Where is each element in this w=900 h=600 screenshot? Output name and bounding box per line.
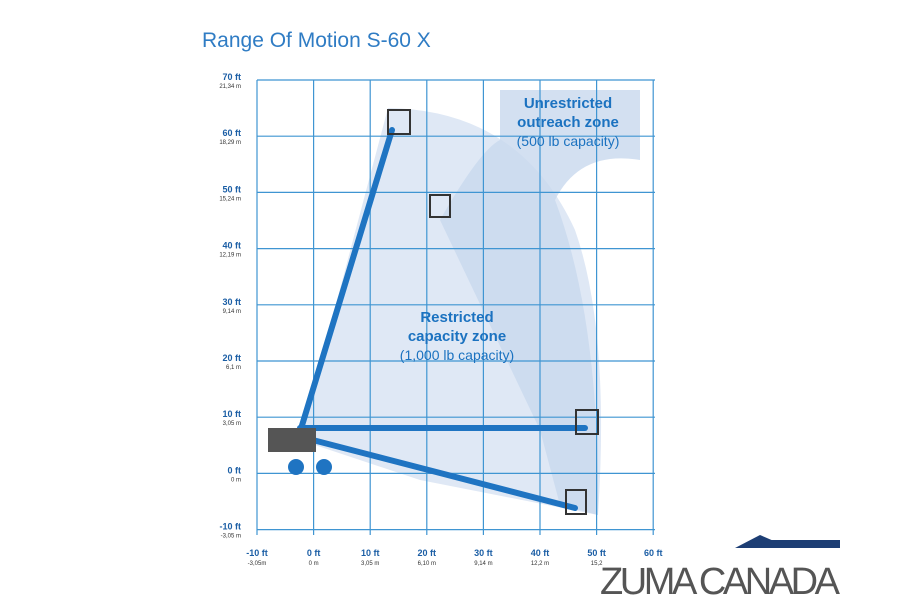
y-label: -10 ft [219, 522, 241, 532]
y-label-m: -3,05 m [221, 534, 241, 540]
x-label: 20 ft [418, 548, 437, 558]
y-label-m: 15,24 m [219, 196, 241, 202]
x-label-m: 9,14 m [474, 561, 492, 567]
y-label-m: 18,29 m [219, 140, 241, 146]
y-label: 70 ft [222, 72, 241, 82]
y-label-m: 6,1 m [226, 365, 241, 371]
x-label: 50 ft [587, 548, 606, 558]
y-label-m: 9,14 m [223, 309, 241, 315]
y-label: 60 ft [222, 128, 241, 138]
y-label-m: 21,34 m [219, 84, 241, 90]
y-label: 10 ft [222, 409, 241, 419]
zone-label: outreach zone [517, 114, 619, 131]
y-label: 40 ft [222, 241, 241, 251]
x-label-m: 6,10 m [418, 561, 436, 567]
y-label-m: 0 m [231, 477, 241, 483]
x-label: -10 ft [246, 548, 268, 558]
x-label: 10 ft [361, 548, 380, 558]
title: Range Of Motion S-60 X [202, 29, 431, 52]
zone-label: (500 lb capacity) [517, 133, 620, 149]
zone-label: Unrestricted [524, 95, 612, 112]
x-label: 0 ft [307, 548, 321, 558]
x-label-m: -3,05m [248, 561, 267, 567]
x-label: 40 ft [531, 548, 550, 558]
zone-label: (1,000 lb capacity) [400, 347, 514, 363]
y-label: 0 ft [228, 465, 242, 475]
machine [268, 109, 599, 515]
x-label-m: 15,2 [591, 561, 603, 567]
watermark-text: ZUMA CANADA [600, 561, 841, 600]
x-label: 60 ft [644, 548, 663, 558]
y-label-m: 3,05 m [223, 421, 241, 427]
x-label-m: 12,2 m [531, 561, 549, 567]
zone-label: Restricted [420, 309, 493, 326]
y-label: 30 ft [222, 297, 241, 307]
y-label: 20 ft [222, 353, 241, 363]
x-label: 30 ft [474, 548, 493, 558]
watermark: ZUMA CANADA [600, 535, 841, 600]
x-label-m: 0 m [309, 561, 319, 567]
y-label: 50 ft [222, 184, 241, 194]
grid [256, 79, 655, 535]
y-label-m: 12,19 m [219, 253, 241, 259]
x-label-m: 3,05 m [361, 561, 379, 567]
zone-label: capacity zone [408, 328, 506, 345]
